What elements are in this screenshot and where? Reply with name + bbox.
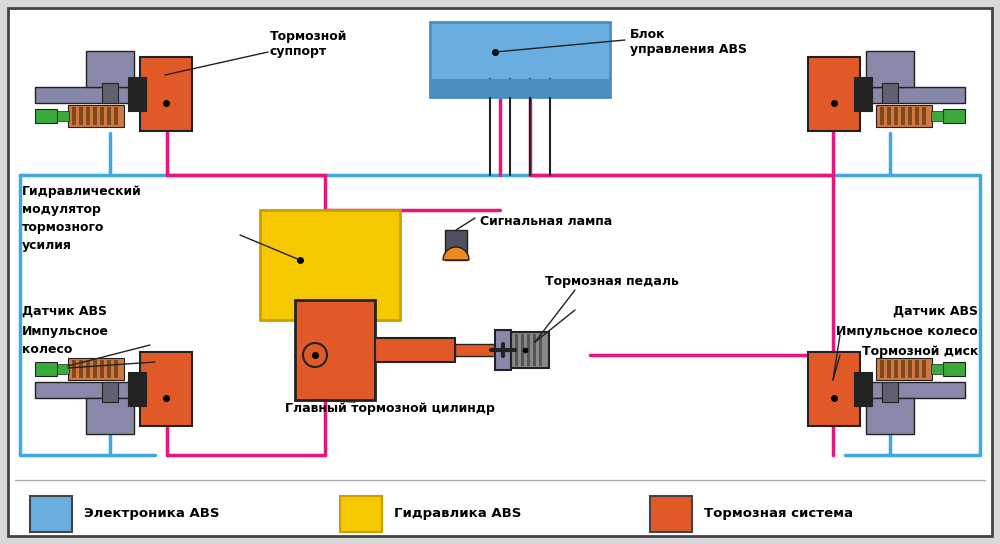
Bar xyxy=(882,382,898,402)
Bar xyxy=(866,51,914,87)
Bar xyxy=(880,107,884,125)
Bar xyxy=(854,372,872,406)
Bar xyxy=(430,79,610,97)
Bar xyxy=(30,496,72,532)
Bar xyxy=(86,51,134,87)
Text: Тормозной
суппорт: Тормозной суппорт xyxy=(270,30,347,58)
Bar xyxy=(808,352,860,426)
Bar xyxy=(894,107,898,125)
Bar xyxy=(140,352,192,426)
Text: Электроника ABS: Электроника ABS xyxy=(84,508,220,521)
Text: Тормозная педаль: Тормозная педаль xyxy=(545,275,679,288)
Bar xyxy=(533,334,536,366)
Bar xyxy=(808,57,860,131)
Bar xyxy=(57,364,69,374)
Bar xyxy=(72,107,76,125)
Bar xyxy=(114,360,118,378)
Bar xyxy=(114,107,118,125)
Text: Тормозная система: Тормозная система xyxy=(704,508,853,521)
Bar xyxy=(922,107,926,125)
Bar xyxy=(445,230,467,260)
Bar xyxy=(57,111,69,121)
Bar xyxy=(915,360,919,378)
Bar xyxy=(887,360,891,378)
Text: Датчик ABS: Датчик ABS xyxy=(893,305,978,318)
Bar xyxy=(102,83,118,103)
Bar xyxy=(100,360,104,378)
Bar xyxy=(922,360,926,378)
Bar xyxy=(866,398,914,434)
Bar xyxy=(527,334,530,366)
Bar xyxy=(876,358,932,380)
Bar xyxy=(495,330,511,370)
Bar xyxy=(260,210,400,320)
Bar xyxy=(140,57,192,131)
Text: Импульсное
колесо: Импульсное колесо xyxy=(22,325,109,356)
Text: Гидравлический
модулятор
тормозного
усилия: Гидравлический модулятор тормозного усил… xyxy=(22,185,142,252)
Bar xyxy=(86,360,90,378)
Bar xyxy=(102,382,118,402)
Bar xyxy=(375,338,455,362)
Bar xyxy=(72,360,76,378)
Bar xyxy=(908,360,912,378)
Bar xyxy=(521,334,524,366)
Bar xyxy=(943,362,965,376)
Bar xyxy=(901,107,905,125)
Text: Главный тормозной цилиндр: Главный тормозной цилиндр xyxy=(285,402,495,415)
Bar xyxy=(908,107,912,125)
Bar xyxy=(901,360,905,378)
Bar xyxy=(876,105,932,127)
Bar xyxy=(894,360,898,378)
Bar xyxy=(340,496,382,532)
Text: Сигнальная лампа: Сигнальная лампа xyxy=(480,215,612,228)
Bar xyxy=(295,300,375,400)
Bar xyxy=(915,107,919,125)
Bar xyxy=(511,332,549,368)
Bar xyxy=(815,87,965,103)
Bar xyxy=(35,382,185,398)
Text: Блок
управления ABS: Блок управления ABS xyxy=(630,28,747,56)
Bar xyxy=(86,107,90,125)
Bar xyxy=(931,111,943,121)
Bar xyxy=(455,344,495,356)
Bar xyxy=(35,109,57,123)
Bar xyxy=(882,83,898,103)
Text: Гидравлика ABS: Гидравлика ABS xyxy=(394,508,521,521)
Text: Датчик ABS: Датчик ABS xyxy=(22,305,107,318)
Bar xyxy=(815,382,965,398)
Bar xyxy=(887,107,891,125)
Bar xyxy=(100,107,104,125)
Bar xyxy=(68,105,124,127)
Bar xyxy=(128,77,146,111)
Bar xyxy=(93,107,97,125)
Bar xyxy=(79,107,83,125)
Bar xyxy=(430,22,610,97)
Bar xyxy=(650,496,692,532)
Wedge shape xyxy=(443,247,469,260)
Text: Импульсное колесо: Импульсное колесо xyxy=(836,325,978,338)
Text: Тормозной диск: Тормозной диск xyxy=(862,345,978,358)
Bar xyxy=(93,360,97,378)
Bar xyxy=(79,360,83,378)
Bar xyxy=(86,398,134,434)
Bar xyxy=(880,360,884,378)
Bar xyxy=(107,360,111,378)
Bar xyxy=(854,77,872,111)
Bar xyxy=(931,364,943,374)
Bar xyxy=(539,334,542,366)
Bar xyxy=(35,362,57,376)
Bar xyxy=(943,109,965,123)
Bar xyxy=(35,87,185,103)
Bar xyxy=(68,358,124,380)
Bar xyxy=(515,334,518,366)
Bar xyxy=(107,107,111,125)
Bar xyxy=(128,372,146,406)
Circle shape xyxy=(303,343,327,367)
